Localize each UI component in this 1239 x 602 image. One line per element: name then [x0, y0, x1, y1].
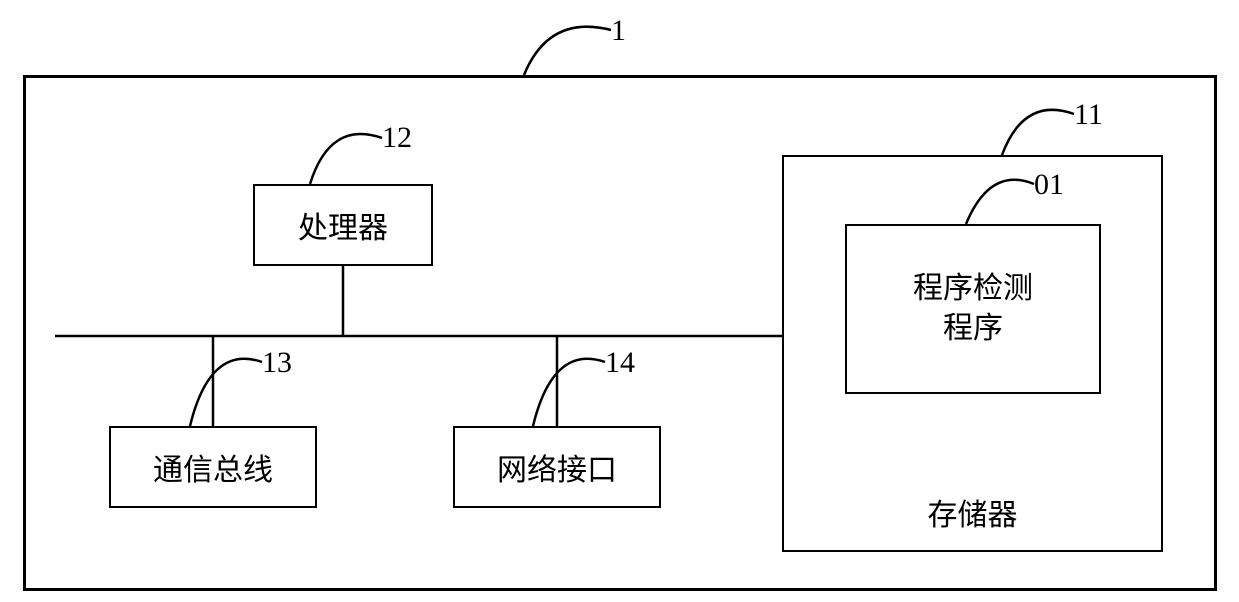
ref-label-13: 13 — [262, 346, 292, 380]
processor-box: 处理器 — [253, 184, 433, 266]
network-interface-box: 网络接口 — [453, 426, 661, 508]
communication-bus-label: 通信总线 — [153, 445, 273, 489]
program-detection-text: 程序检测 程序 — [913, 269, 1033, 350]
communication-bus-box: 通信总线 — [109, 426, 317, 508]
ref-label-14: 14 — [605, 346, 635, 380]
memory-label: 存储器 — [782, 490, 1163, 534]
ref-label-01: 01 — [1034, 168, 1064, 202]
network-interface-label: 网络接口 — [497, 445, 617, 489]
processor-label: 处理器 — [298, 203, 388, 247]
ref-label-1: 1 — [611, 14, 626, 48]
program-detection-box: 程序检测 程序 — [845, 224, 1101, 394]
diagram-stage: 存储器 程序检测 程序 处理器 通信总线 网络接口 1 12 11 01 13 … — [0, 0, 1239, 602]
ref-label-11: 11 — [1074, 98, 1103, 132]
ref-label-12: 12 — [382, 121, 412, 155]
